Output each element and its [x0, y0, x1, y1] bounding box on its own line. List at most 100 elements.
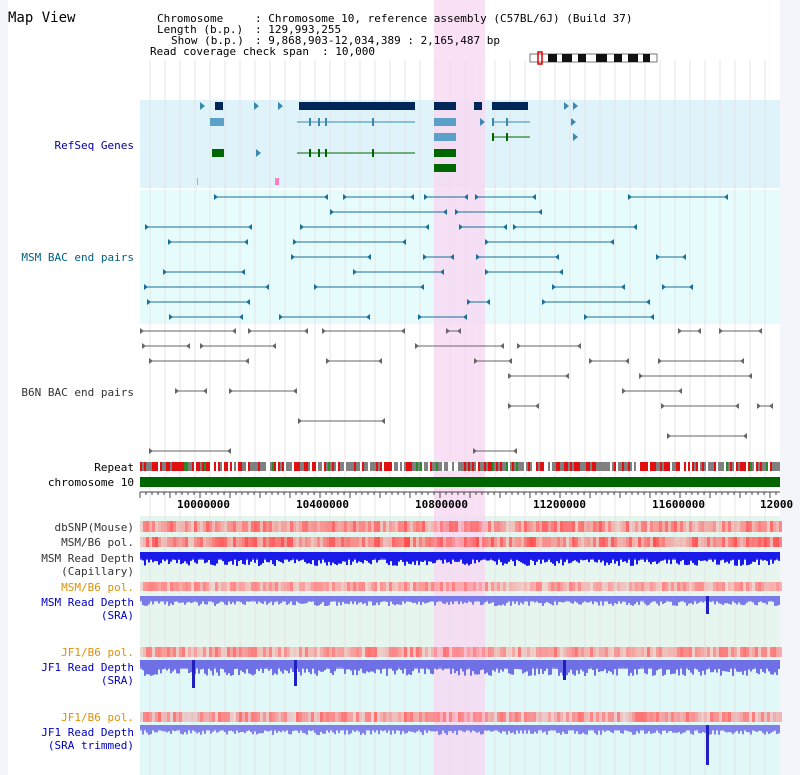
- track-label-msm-bac[interactable]: MSM BAC end pairs: [21, 251, 134, 264]
- msm-capillary-depth-bar: [280, 552, 282, 562]
- repeat-element: [744, 462, 746, 471]
- read-depth-tracks[interactable]: [140, 552, 780, 765]
- msm-sra-depth-bar: [508, 596, 510, 601]
- msm-sra-depth-bar: [498, 596, 500, 606]
- jf1-sra-depth-bar: [642, 660, 644, 667]
- jf1-b6-pol-2-cell: [761, 712, 764, 722]
- track-label-dbsnp[interactable]: dbSNP(Mouse): [54, 521, 134, 534]
- track-label-refseq[interactable]: RefSeq Genes: [54, 139, 134, 152]
- chromosome-bar[interactable]: [140, 477, 780, 487]
- jf1-trim-depth-bar: [390, 725, 392, 735]
- msm-b6-pol-cell: [329, 537, 332, 547]
- dbsnp-cell: [332, 521, 335, 532]
- msm-capillary-depth-bar: [406, 552, 408, 562]
- track-label-jf1-depth-trim-1[interactable]: JF1 Read Depth: [41, 726, 134, 739]
- track-label-b6n-bac[interactable]: B6N BAC end pairs: [21, 386, 134, 399]
- track-label-jf1-b6-pol-2[interactable]: JF1/B6 pol.: [61, 711, 134, 724]
- msm-sra-depth-bar: [182, 596, 184, 603]
- jf1-b6-pol-1-cell: [149, 647, 152, 657]
- track-label-msm-b6-pol-1[interactable]: MSM/B6 pol.: [61, 536, 134, 549]
- gene-exon: [434, 118, 456, 126]
- msm-capillary-depth-bar: [592, 552, 594, 558]
- msm-capillary-depth-bar: [424, 552, 426, 561]
- track-label-chromosome[interactable]: chromosome 10: [47, 476, 134, 489]
- msm-b6-pol-2-cell: [257, 582, 260, 591]
- track-label-jf1-depth-sra-1[interactable]: JF1 Read Depth: [41, 661, 134, 674]
- highlight-region[interactable]: [434, 0, 485, 775]
- repeat-element: [384, 462, 386, 471]
- msm-b6-pol-cell: [641, 537, 644, 547]
- jf1-b6-pol-2-cell: [398, 712, 401, 722]
- msm-capillary-depth-bar: [674, 552, 676, 558]
- track-label-jf1-b6-pol-1[interactable]: JF1/B6 pol.: [61, 646, 134, 659]
- msm-sra-depth-bar: [644, 596, 646, 604]
- msm-b6-pol-2-cell: [584, 582, 587, 591]
- msm-sra-depth-bar: [482, 596, 484, 605]
- msm-capillary-depth-bar: [766, 552, 768, 561]
- msm-b6-pol-2-cell: [173, 582, 176, 591]
- track-label-msm-b6-pol-2[interactable]: MSM/B6 pol.: [61, 581, 134, 594]
- repeat-element: [664, 462, 666, 471]
- jf1-sra-depth-bar: [392, 660, 394, 671]
- track-label-msm-depth-sra-1[interactable]: MSM Read Depth: [41, 596, 134, 609]
- jf1-sra-depth-bar: [712, 660, 714, 673]
- msm-b6-pol-2-cell: [614, 582, 617, 591]
- msm-b6-pol-cell: [722, 537, 725, 547]
- jf1-trim-depth-bar: [284, 725, 286, 732]
- msm-sra-depth-bar: [148, 596, 150, 605]
- jf1-sra-depth-bar: [662, 660, 664, 676]
- repeat-element: [448, 462, 450, 471]
- msm-b6-pol-cell: [299, 537, 302, 547]
- track-label-repeat[interactable]: Repeat: [94, 461, 134, 474]
- jf1-b6-pol-2-cell: [779, 712, 782, 722]
- track-label-msm-depth-cap-1[interactable]: MSM Read Depth: [41, 552, 134, 565]
- msm-bac-pair-end: [169, 314, 173, 320]
- dbsnp-cell: [764, 521, 767, 532]
- msm-b6-pol-2-cell: [512, 582, 515, 591]
- jf1-b6-pol-1-cell: [647, 647, 650, 657]
- msm-b6-pol-2-cell: [335, 582, 338, 591]
- msm-b6-pol-cell: [287, 537, 290, 547]
- repeat-track[interactable]: [140, 462, 780, 471]
- msm-sra-depth-bar: [668, 596, 670, 602]
- msm-capillary-depth-bar: [242, 552, 244, 565]
- msm-sra-depth-bar: [714, 596, 716, 605]
- msm-sra-depth-bar: [370, 596, 372, 601]
- msm-b6-pol-cell: [191, 537, 194, 547]
- msm-b6-pol-cell: [182, 537, 185, 547]
- msm-sra-depth-bar: [608, 596, 610, 604]
- jf1-trim-depth-bar: [450, 725, 452, 731]
- msm-b6-pol-2-cell: [167, 582, 170, 591]
- gene-exon: [506, 133, 508, 141]
- msm-bac-features[interactable]: [144, 194, 728, 320]
- repeat-element: [268, 462, 270, 471]
- heatmap-tracks[interactable]: [140, 521, 782, 722]
- msm-sra-depth-bar: [176, 596, 178, 602]
- jf1-sra-depth-bar: [360, 660, 362, 669]
- jf1-sra-depth-bar: [234, 660, 236, 670]
- jf1-trim-depth-bar: [408, 725, 410, 732]
- b6n-bac-pair-end: [535, 403, 539, 409]
- jf1-b6-pol-2-cell: [659, 712, 662, 722]
- dbsnp-cell: [218, 521, 221, 532]
- msm-b6-pol-2-cell: [443, 582, 446, 591]
- chromosome-ideogram[interactable]: [529, 51, 658, 65]
- msm-sra-depth-bar: [578, 596, 580, 605]
- b6n-bac-features[interactable]: [140, 328, 773, 454]
- msm-capillary-depth-bar: [474, 552, 476, 564]
- refseq-gene-features[interactable]: [197, 102, 578, 185]
- msm-capillary-depth-bar: [174, 552, 176, 560]
- jf1-trim-depth-bar: [414, 725, 416, 733]
- repeat-element: [178, 462, 180, 471]
- msm-b6-pol-2-cell: [206, 582, 209, 591]
- show-label: Show (b.p.): [171, 34, 244, 47]
- msm-sra-depth-bar: [274, 596, 276, 603]
- jf1-b6-pol-1-cell: [641, 647, 644, 657]
- msm-b6-pol-2-cell: [362, 582, 365, 591]
- msm-capillary-depth-bar: [294, 552, 296, 564]
- jf1-b6-pol-1-cell: [602, 647, 605, 657]
- repeat-element: [250, 462, 252, 471]
- jf1-b6-pol-2-cell: [719, 712, 722, 722]
- jf1-b6-pol-2-cell: [245, 712, 248, 722]
